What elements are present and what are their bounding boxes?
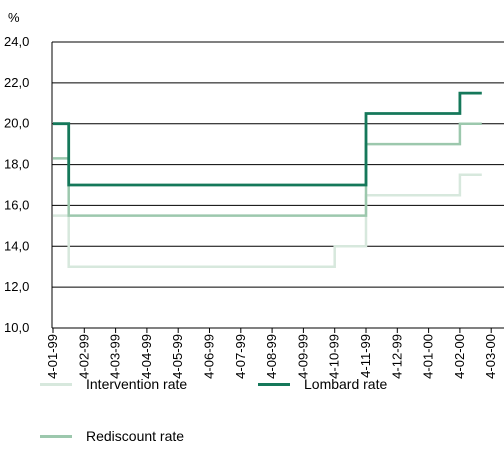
x-tick-label: 4-02-00	[452, 334, 467, 379]
x-tick-label: 4-09-99	[295, 334, 310, 379]
series-line-lombard-rate	[53, 91, 482, 187]
x-tick-label: 4-02-99	[76, 334, 91, 379]
y-tick-label: 14,0	[4, 238, 29, 253]
x-axis-ticks: 4-01-99 4-02-99 4-03-99 4-04-99 4-05-99 4-06-…	[45, 328, 498, 379]
series-line-intervention-rate	[53, 173, 482, 268]
y-tick-label: 10,0	[4, 320, 29, 335]
x-tick-label: 4-07-99	[233, 334, 248, 379]
y-tick-label: 24,0	[4, 34, 29, 49]
x-tick-label: 4-03-99	[108, 334, 123, 379]
legend-item-rediscount: Rediscount rate	[40, 428, 184, 444]
x-tick-label: 4-01-99	[45, 334, 60, 379]
x-tick-label: 4-03-00	[483, 334, 498, 379]
x-tick-label: 4-04-99	[139, 334, 154, 379]
gridlines	[51, 41, 504, 329]
legend-label-intervention: Intervention rate	[86, 376, 188, 392]
y-tick-label: 12,0	[4, 279, 29, 294]
y-tick-label: 22,0	[4, 75, 29, 90]
legend-item-intervention: Intervention rate	[40, 376, 187, 392]
series-line-rediscount-rate	[53, 122, 482, 217]
legend-swatch-lombard	[258, 382, 290, 386]
x-tick-label: 4-06-99	[202, 334, 217, 379]
x-tick-label: 4-11-99	[358, 334, 373, 378]
legend-label-lombard: Lombard rate	[304, 376, 388, 392]
legend-swatch-intervention	[40, 382, 72, 386]
x-tick-label: 4-01-00	[421, 334, 436, 379]
legend-item-lombard: Lombard rate	[258, 376, 387, 392]
y-unit-label: %	[8, 10, 20, 25]
y-tick-label: 20,0	[4, 116, 29, 131]
x-tick-label: 4-08-99	[264, 334, 279, 379]
x-tick-label: 4-12-99	[389, 334, 404, 379]
y-tick-label: 18,0	[4, 157, 29, 172]
y-tick-label: 16,0	[4, 197, 29, 212]
series-lines	[53, 91, 482, 268]
x-tick-label: 4-05-99	[170, 334, 185, 379]
x-tick-label: 4-10-99	[327, 334, 342, 379]
legend-label-rediscount: Rediscount rate	[86, 428, 185, 444]
y-axis-ticks: 10,0 12,0 14,0 16,0 18,0 20,0 22,0 24,0	[4, 34, 29, 335]
legend-swatch-rediscount	[40, 434, 72, 438]
